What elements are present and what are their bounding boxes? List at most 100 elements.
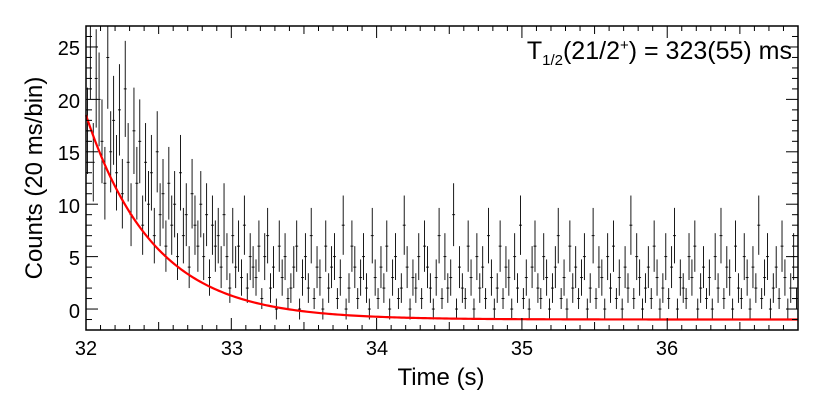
- data-point: [420, 288, 424, 310]
- data-point: [501, 288, 505, 310]
- data-point: [240, 259, 243, 296]
- data-point: [498, 220, 502, 272]
- data-point: [489, 259, 493, 296]
- data-point: [208, 259, 211, 296]
- data-point: [423, 220, 427, 272]
- data-point: [254, 259, 258, 296]
- data-point: [768, 298, 772, 320]
- data-point: [306, 273, 310, 303]
- data-point: [585, 298, 589, 320]
- data-point: [167, 146, 171, 220]
- data-point: [504, 246, 508, 289]
- data-point: [582, 233, 586, 281]
- x-axis-ticks: [85, 26, 799, 330]
- data-point: [664, 233, 668, 281]
- data-point: [100, 99, 104, 184]
- data-point: [138, 99, 142, 184]
- data-point: [731, 298, 735, 320]
- data-point: [478, 273, 482, 303]
- data-point: [678, 259, 682, 296]
- data-point: [135, 146, 139, 220]
- data-point: [725, 246, 729, 289]
- data-point: [202, 233, 206, 281]
- data-point: [144, 123, 148, 202]
- data-point: [530, 246, 534, 289]
- data-point: [205, 183, 209, 247]
- data-point: [321, 298, 325, 320]
- data-point: [550, 273, 554, 303]
- data-point: [388, 298, 392, 320]
- data-point: [568, 220, 572, 272]
- data-point: [173, 171, 177, 238]
- data-point: [612, 220, 615, 272]
- data-point: [705, 288, 708, 310]
- data-point: [147, 171, 150, 238]
- data-point: [626, 273, 630, 303]
- data-point: [580, 259, 583, 296]
- fit-curve-line: [84, 114, 798, 321]
- data-point: [652, 220, 656, 272]
- data-point: [382, 273, 386, 303]
- data-point: [661, 273, 665, 303]
- data-point: [402, 195, 406, 255]
- data-point: [164, 220, 168, 272]
- data-point: [780, 220, 784, 272]
- data-point: [536, 273, 540, 303]
- data-point: [176, 233, 179, 281]
- data-point: [257, 220, 261, 272]
- data-point: [149, 134, 153, 211]
- data-point: [658, 298, 662, 320]
- data-point: [684, 288, 688, 310]
- data-point: [789, 273, 793, 303]
- data-point: [132, 87, 136, 175]
- y-tick-label-15: 15: [58, 143, 80, 165]
- data-point: [710, 298, 714, 320]
- data-point: [350, 220, 354, 272]
- y-tick-label-10: 10: [58, 196, 80, 218]
- data-point: [181, 207, 185, 264]
- data-point: [588, 273, 592, 303]
- data-point: [411, 259, 415, 296]
- data-point: [469, 259, 473, 296]
- data-point: [609, 273, 613, 303]
- data-point: [617, 259, 621, 296]
- data-point: [117, 64, 121, 156]
- data-point: [565, 298, 569, 320]
- data-point: [542, 233, 546, 281]
- data-point: [373, 259, 377, 296]
- data-point: [260, 288, 264, 310]
- half-life-annotation: T1/2(21/2+) = 323(55) ms: [527, 37, 792, 69]
- data-point: [417, 233, 421, 281]
- data-point: [675, 298, 679, 320]
- data-point: [216, 207, 220, 264]
- data-point: [277, 220, 281, 272]
- data-point: [347, 273, 351, 303]
- data-point: [719, 207, 723, 264]
- data-point: [359, 259, 363, 296]
- data-point: [219, 246, 223, 289]
- data-point: [545, 259, 549, 296]
- data-point: [745, 259, 749, 296]
- data-point: [292, 246, 296, 289]
- data-point: [353, 246, 357, 289]
- data-point: [562, 259, 566, 296]
- data-point: [443, 233, 447, 281]
- data-point: [251, 246, 255, 289]
- data-point: [271, 246, 275, 289]
- data-point: [396, 288, 400, 310]
- data-point: [280, 259, 284, 296]
- data-point: [638, 259, 642, 296]
- data-point: [431, 298, 435, 320]
- data-point: [184, 183, 188, 247]
- data-point: [437, 207, 441, 264]
- data-point: [527, 298, 531, 320]
- data-point: [521, 288, 525, 310]
- data-point: [193, 195, 197, 255]
- data-point: [757, 195, 761, 255]
- y-tick-label-20: 20: [58, 91, 80, 113]
- data-point: [295, 220, 299, 272]
- data-point: [681, 273, 685, 303]
- data-point: [739, 288, 743, 310]
- data-point: [556, 207, 560, 264]
